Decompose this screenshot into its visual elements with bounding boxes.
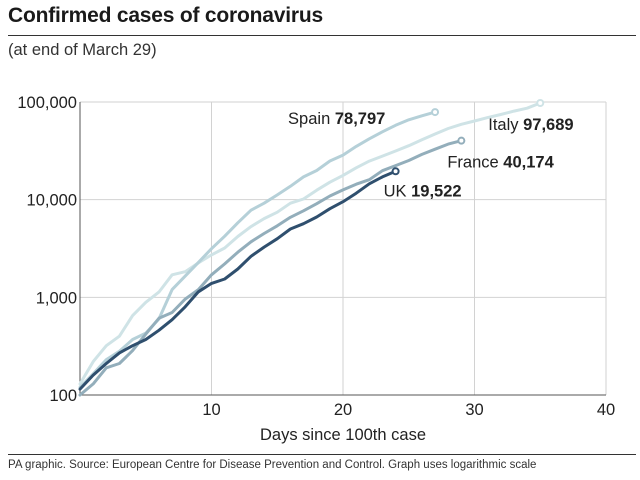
series-value: 78,797: [335, 110, 385, 128]
x-tick-label: 30: [465, 401, 483, 419]
source-footer: PA graphic. Source: European Centre for …: [8, 459, 537, 471]
title-rule: [8, 35, 636, 36]
series-line-uk: [78, 169, 398, 391]
end-marker-uk: [391, 167, 400, 176]
series-line-spain: [78, 110, 437, 389]
y-tick-label: 1,000: [36, 289, 77, 307]
line-chart: 10 20 30 40 100 1,000 10,000 100,000 Italy 97,6…: [17, 94, 615, 444]
x-tick-label: 10: [202, 401, 220, 419]
x-tick-label: 40: [597, 401, 615, 419]
series-name: Spain: [288, 110, 335, 128]
series-label-spain: Spain 78,797: [288, 110, 385, 128]
chart-title: Confirmed cases of coronavirus: [8, 4, 323, 27]
series-labels: Italy 97,689 Spain 78,797 France 40,174 UK …: [288, 110, 574, 200]
end-marker-spain: [431, 108, 440, 117]
axes: 10 20 30 40 100 1,000 10,000 100,000: [17, 94, 615, 419]
series-label-uk: UK 19,522: [384, 182, 462, 200]
grid-lines: [80, 101, 607, 396]
series-label-italy: Italy 97,689: [488, 116, 573, 134]
series-name: Italy: [488, 116, 523, 134]
series-line-france: [78, 139, 463, 397]
x-axis-label: Days since 100th case: [260, 426, 426, 444]
series-lines: [78, 98, 545, 397]
series-name: UK: [384, 182, 412, 200]
series-line-italy: [78, 101, 542, 386]
series-label-france: France 40,174: [447, 154, 554, 172]
series-value: 97,689: [523, 116, 573, 134]
end-marker-italy: [536, 98, 545, 107]
footer-rule: [8, 454, 636, 455]
chart-subtitle: (at end of March 29): [8, 41, 157, 59]
series-value: 40,174: [503, 154, 554, 172]
series-name: France: [447, 154, 503, 172]
y-tick-label: 100: [49, 387, 77, 405]
series-value: 19,522: [411, 182, 461, 200]
x-tick-label: 20: [334, 401, 352, 419]
y-tick-label: 100,000: [17, 94, 77, 112]
y-tick-label: 10,000: [27, 192, 77, 210]
end-marker-france: [457, 136, 466, 145]
